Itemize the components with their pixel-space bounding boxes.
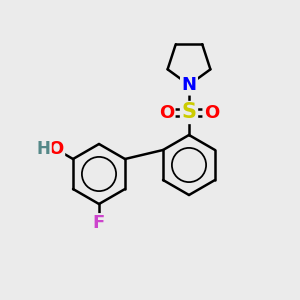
Text: F: F [93,214,105,232]
Text: H: H [37,140,50,158]
Text: O: O [159,103,174,122]
Text: O: O [49,140,64,158]
Text: S: S [182,103,196,122]
Text: N: N [182,76,196,94]
Text: N: N [182,76,196,94]
Text: O: O [204,103,219,122]
